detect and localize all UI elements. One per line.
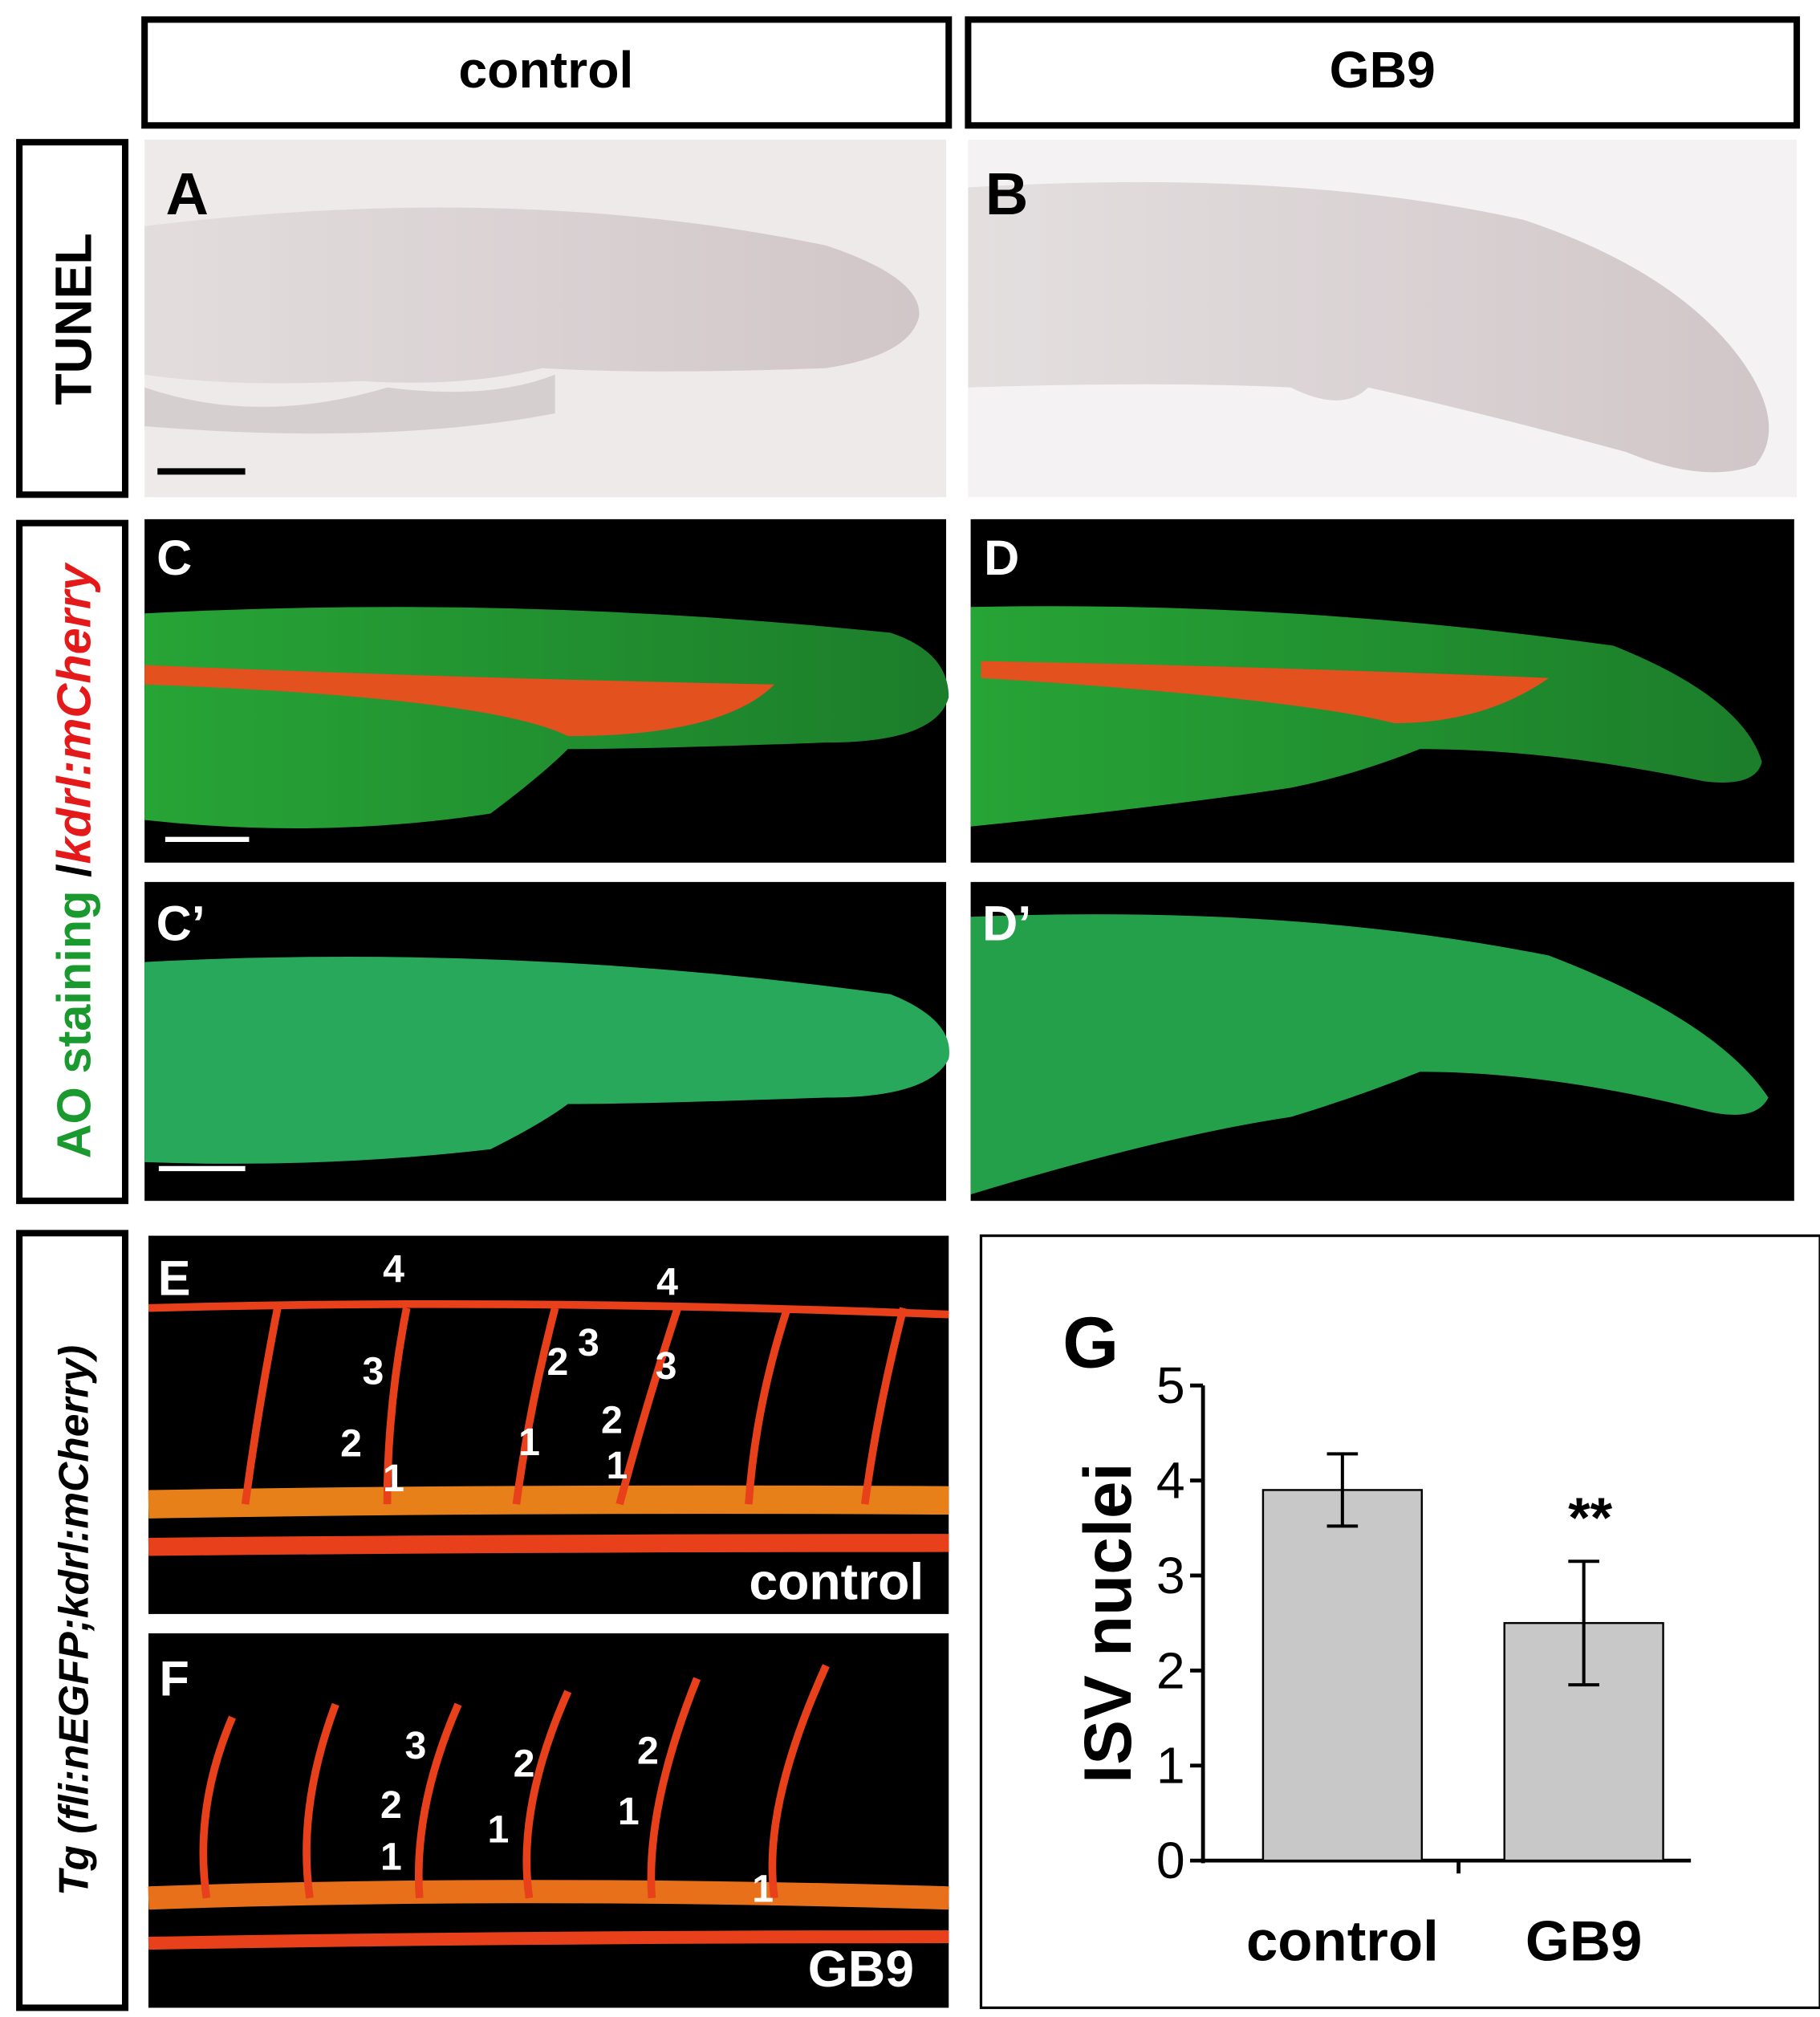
y-tick-label: 2 [1156,1641,1185,1699]
panel-letter: B [985,161,1028,227]
nucleus-count: 3 [405,1724,427,1767]
error-bar [1326,1452,1359,1528]
nucleus-count: 1 [380,1835,402,1878]
nucleus-count: 2 [637,1729,659,1772]
nucleus-count: 1 [518,1421,540,1464]
row-box [16,519,129,1205]
row-box [16,1230,129,2011]
panel-letter: C’ [156,896,205,950]
row-label-part: / [47,864,100,890]
row-label: TUNEL [45,233,103,405]
x-tick-label: control [1246,1909,1439,1972]
specimen [144,957,949,1164]
header-box [965,16,1801,129]
x-tick-label: GB9 [1525,1909,1643,1972]
nucleus-count: 3 [362,1349,384,1393]
specimen [970,914,1769,1195]
row-label: AO staining /kdrl:mCherry [47,562,100,1158]
nucleus-count: 3 [578,1321,599,1364]
panel-letter: A [166,161,209,227]
vessels [148,1664,949,1950]
row-label-part: kdrl:mCherry [47,562,100,864]
header-box [141,16,953,129]
y-tick-label: 1 [1156,1737,1185,1795]
nucleus-count: 2 [601,1399,623,1442]
bar [1261,1489,1423,1862]
panel-letter: D’ [982,896,1031,950]
y-tick-label: 4 [1156,1452,1185,1510]
panel-letter: F [159,1651,189,1706]
error-bar [1568,1560,1599,1687]
panel-letter: G [1062,1303,1119,1384]
nucleus-count: 1 [606,1444,628,1487]
panel-letter: E [158,1251,191,1306]
panel-letter: D [984,531,1019,585]
nucleus-count: 2 [514,1742,535,1785]
row-label: Tg (fli:nEGFP;kdrl:mCherry) [51,1345,97,1896]
nucleus-count: 4 [656,1261,678,1304]
nucleus-count: 1 [383,1457,404,1500]
specimen [144,374,555,434]
vessels [144,665,775,737]
specimen [968,181,1769,473]
nucleus-count: 2 [340,1422,362,1466]
vessels [981,661,1550,724]
y-axis-label: ISV nuclei [1070,1462,1145,1783]
panel-caption: GB9 [808,1940,914,1998]
column-header: GB9 [1330,41,1436,99]
significance: ** [1568,1486,1613,1549]
nucleus-count: 2 [380,1783,402,1827]
y-tick-label: 0 [1156,1832,1185,1889]
column-header: control [458,41,633,99]
panel-caption: control [749,1553,924,1611]
nucleus-count: 1 [487,1808,509,1852]
vessels [148,1299,949,1556]
nucleus-count: 1 [752,1868,774,1911]
nucleus-count: 2 [546,1340,568,1384]
row-box [16,139,129,498]
y-tick-label: 3 [1156,1547,1185,1604]
y-tick-label: 5 [1156,1356,1185,1414]
nucleus-count: 3 [656,1344,677,1388]
nucleus-count: 4 [383,1247,404,1291]
panel-letter: C [156,531,192,585]
nucleus-count: 1 [618,1790,640,1833]
row-label-part: AO staining [47,891,100,1159]
specimen [144,207,920,384]
